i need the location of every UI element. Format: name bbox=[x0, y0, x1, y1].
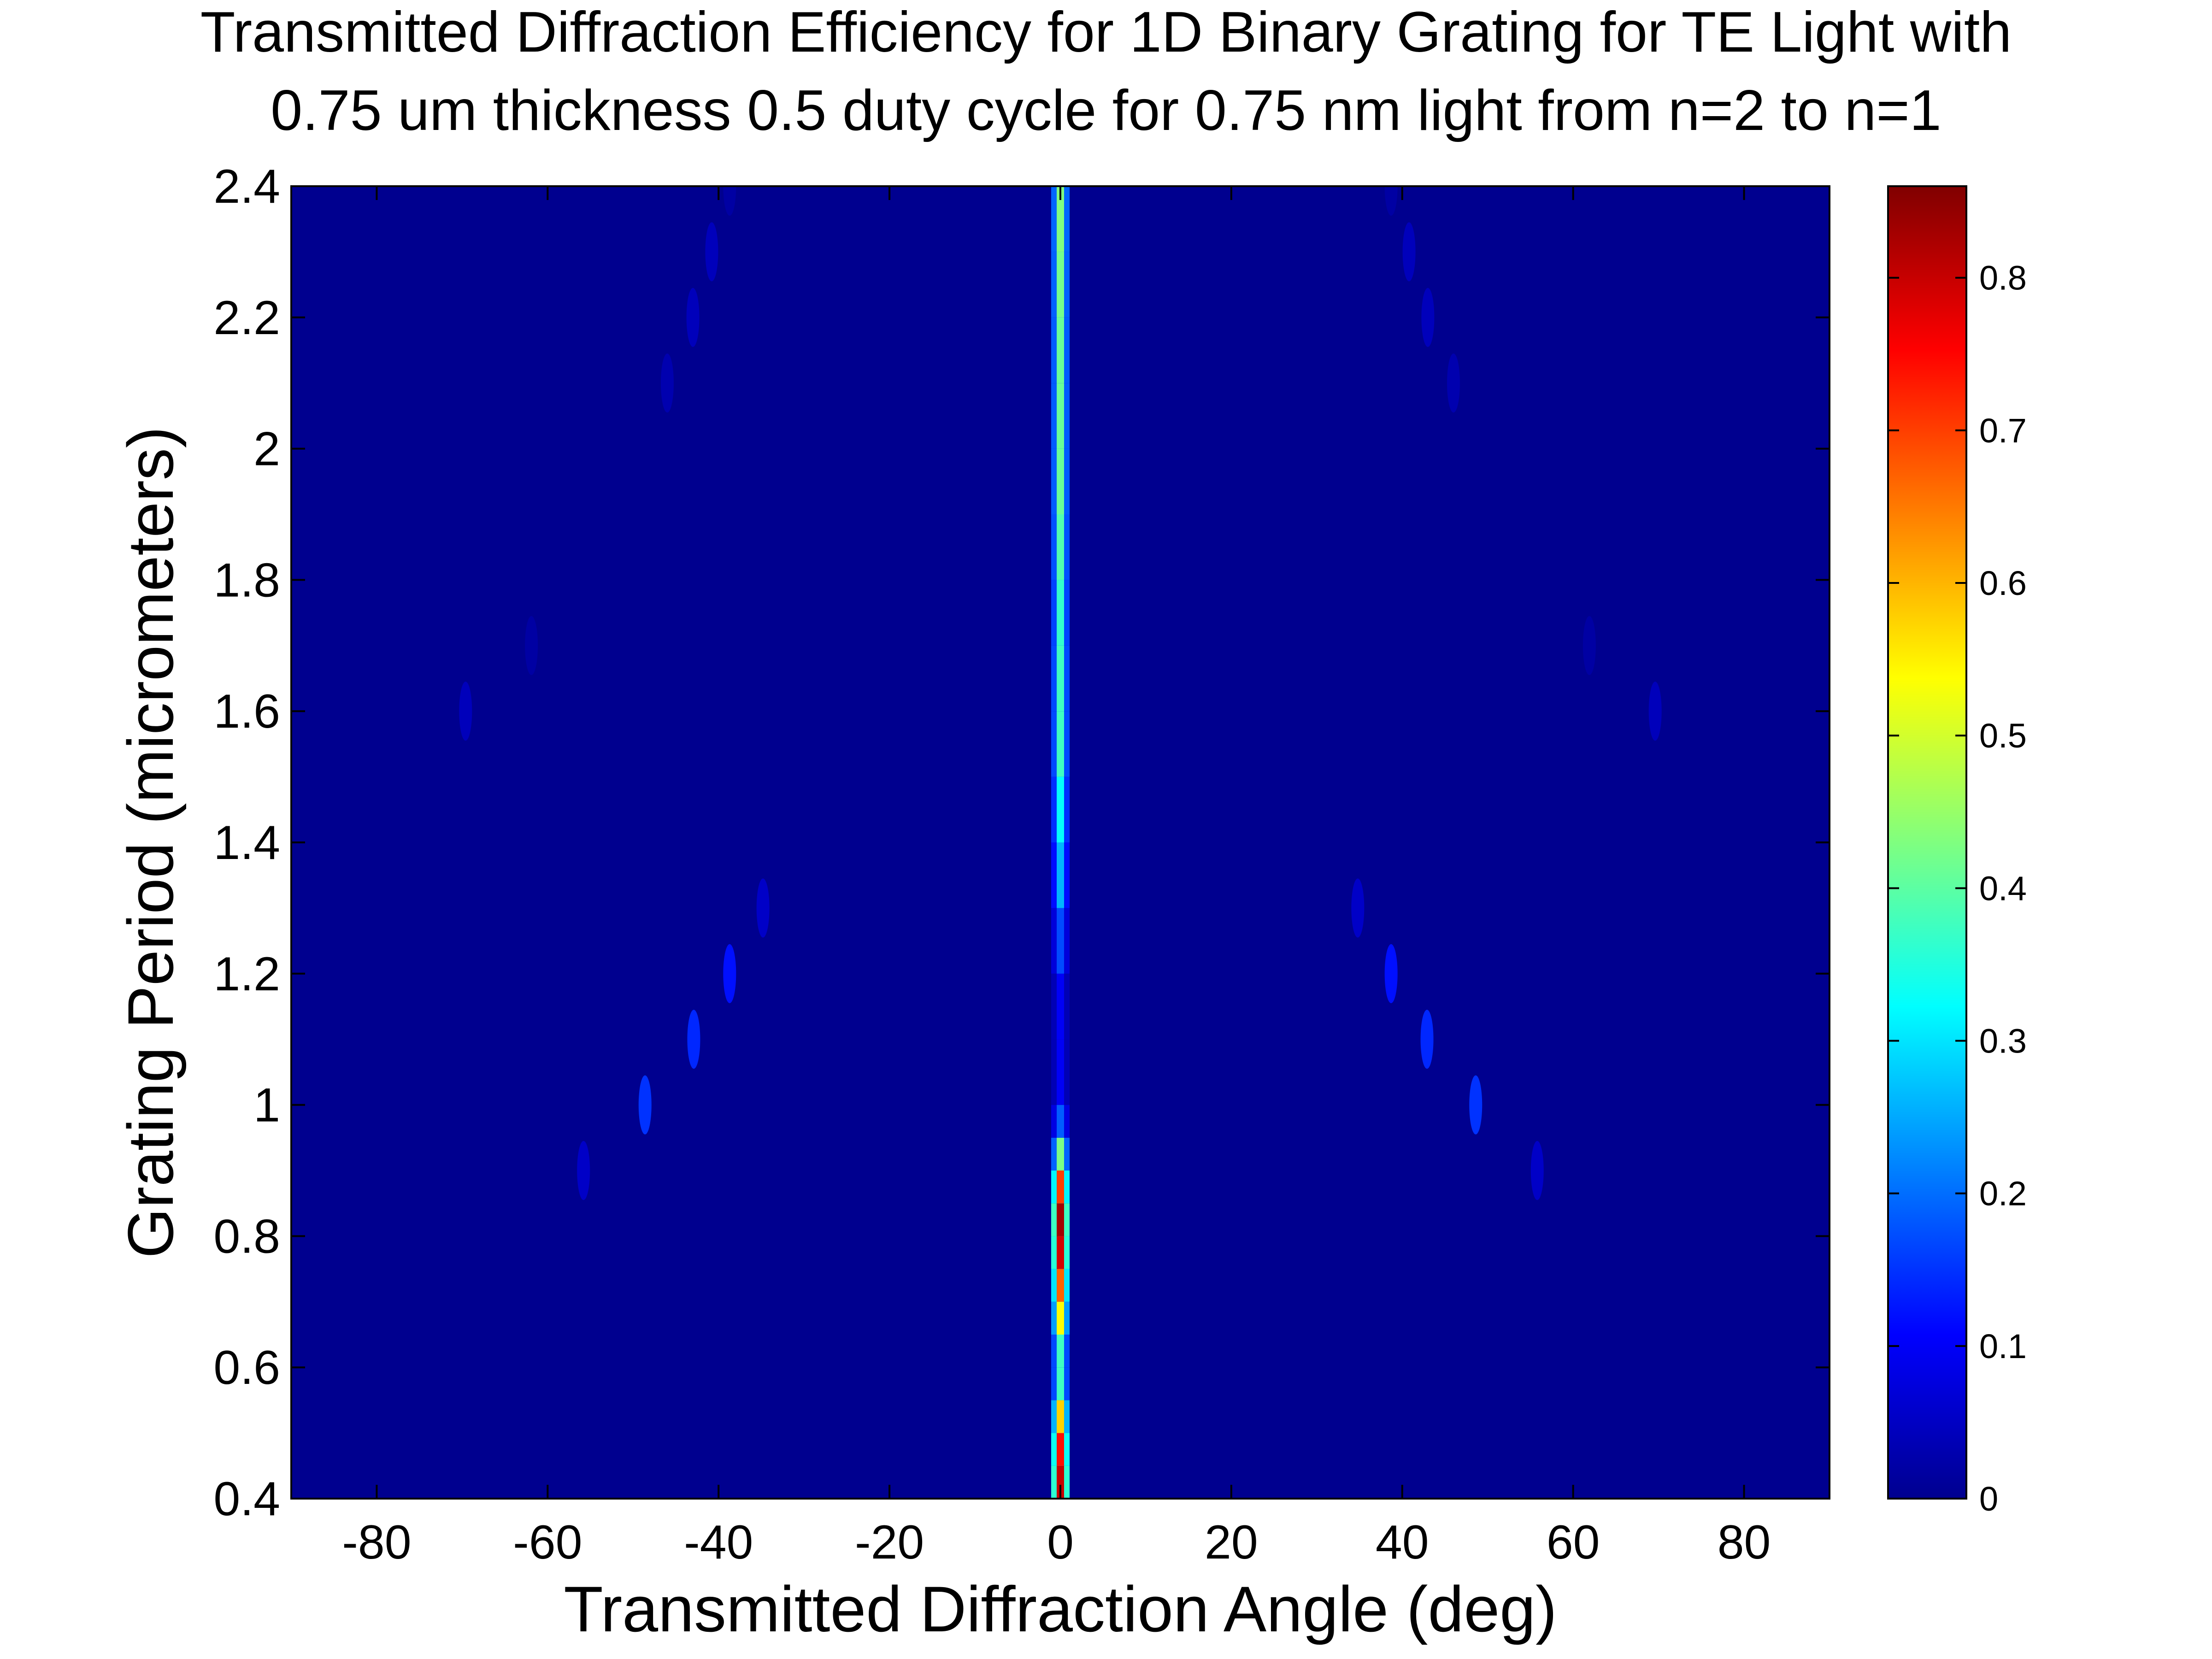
zero-order-segment bbox=[1057, 1301, 1064, 1335]
zero-order-segment bbox=[1057, 777, 1064, 842]
chart-subtitle: 0.75 um thickness 0.5 duty cycle for 0.7… bbox=[271, 79, 1941, 142]
heatmap-spot bbox=[1530, 1141, 1544, 1200]
zero-order-segment bbox=[1057, 1335, 1064, 1368]
heatmap-spot bbox=[459, 682, 472, 741]
heatmap-spot bbox=[687, 1010, 700, 1069]
y-tick-label: 2 bbox=[253, 423, 280, 476]
y-tick-label: 1 bbox=[253, 1079, 280, 1132]
colorbar bbox=[1887, 185, 1967, 1500]
heatmap-spot bbox=[660, 353, 674, 413]
heatmap-spot bbox=[1469, 1075, 1483, 1135]
heatmap-spot bbox=[1583, 616, 1596, 675]
colorbar-ticks: 0 0.1 0.2 0.3 0.4 0.5 0.6 0.7 0.8 bbox=[1888, 259, 2027, 1518]
y-tick-label: 1.2 bbox=[213, 947, 280, 1001]
zero-order-segment bbox=[1057, 1105, 1064, 1138]
colorbar-tick-label: 0 bbox=[1979, 1480, 1998, 1518]
colorbar-tick-label: 0.7 bbox=[1979, 412, 2027, 450]
heatmap-spot bbox=[577, 1141, 590, 1200]
y-tick-label: 1.6 bbox=[213, 685, 280, 738]
zero-order-segment bbox=[1057, 252, 1064, 318]
heatmap-spot bbox=[723, 186, 736, 216]
chart-title: Transmitted Diffraction Efficiency for 1… bbox=[200, 0, 2012, 64]
colorbar-tick-label: 0.6 bbox=[1979, 564, 2027, 602]
zero-order-segment bbox=[1057, 580, 1064, 646]
x-tick-label: 0 bbox=[1047, 1516, 1074, 1569]
zero-order-segment bbox=[1057, 1433, 1064, 1466]
colorbar-tick-label: 0.5 bbox=[1979, 717, 2027, 755]
zero-order-segment bbox=[1057, 383, 1064, 449]
heatmap-spots bbox=[459, 186, 1662, 1200]
heatmap-spot bbox=[1351, 878, 1365, 938]
x-axis-label: Transmitted Diffraction Angle (deg) bbox=[564, 1573, 1557, 1645]
heatmap-spot bbox=[1384, 944, 1398, 1003]
x-tick-label: 40 bbox=[1376, 1516, 1429, 1569]
y-tick-label: 0.6 bbox=[213, 1341, 280, 1394]
y-axis-ticks: 0.4 0.6 0.8 1 1.2 1.4 1.6 1.8 2 2.2 2.4 bbox=[213, 160, 1830, 1526]
colorbar-tick-label: 0.8 bbox=[1979, 259, 2027, 297]
colorbar-tick-label: 0.4 bbox=[1979, 869, 2027, 907]
y-tick-label: 1.8 bbox=[213, 553, 280, 607]
colorbar-tick-label: 0.1 bbox=[1979, 1327, 2027, 1365]
zero-order-segment bbox=[1057, 317, 1064, 383]
zero-order-segment bbox=[1057, 1367, 1064, 1400]
heatmap-spot bbox=[1421, 288, 1435, 347]
x-tick-label: -20 bbox=[855, 1516, 924, 1569]
heatmap-spot bbox=[705, 222, 718, 282]
zero-order-segment bbox=[1057, 514, 1064, 580]
zero-order-segment bbox=[1057, 645, 1064, 712]
colorbar-tick-label: 0.2 bbox=[1979, 1175, 2027, 1213]
y-tick-label: 0.4 bbox=[213, 1472, 280, 1526]
heatmap-spot bbox=[1402, 222, 1416, 282]
y-axis-label: Grating Period (micrometers) bbox=[114, 427, 187, 1259]
heatmap-spot bbox=[1648, 682, 1662, 741]
zero-order-segment bbox=[1057, 1465, 1064, 1499]
zero-order-segment bbox=[1057, 1137, 1064, 1171]
heatmap-spot bbox=[638, 1075, 652, 1135]
x-tick-label: -60 bbox=[513, 1516, 582, 1569]
zero-order-segment bbox=[1057, 842, 1064, 908]
x-tick-label: 20 bbox=[1205, 1516, 1258, 1569]
y-tick-label: 1.4 bbox=[213, 816, 280, 870]
zero-order-segment bbox=[1057, 1400, 1064, 1433]
heatmap-spot bbox=[756, 878, 770, 938]
y-tick-label: 2.4 bbox=[213, 160, 280, 213]
y-tick-label: 2.2 bbox=[213, 291, 280, 345]
heatmap-spot bbox=[1420, 1010, 1434, 1069]
heatmap-spot bbox=[686, 288, 700, 347]
zero-order-segment bbox=[1057, 711, 1064, 777]
x-tick-label: 80 bbox=[1718, 1516, 1771, 1569]
x-tick-label: -40 bbox=[684, 1516, 753, 1569]
zero-order-segment bbox=[1057, 448, 1064, 514]
zero-order-segment bbox=[1057, 973, 1064, 1040]
heatmap-spot bbox=[1384, 186, 1398, 216]
zero-order-segment bbox=[1057, 1039, 1064, 1105]
y-tick-label: 0.8 bbox=[213, 1210, 280, 1263]
heatmap-spot bbox=[1447, 353, 1460, 413]
zero-order-segment bbox=[1057, 1236, 1064, 1269]
heatmap-spot bbox=[525, 616, 538, 675]
heatmap-spot bbox=[723, 944, 736, 1003]
x-axis-ticks: -80 -60 -40 -20 0 20 40 60 80 bbox=[342, 186, 1771, 1569]
zero-order-segment bbox=[1057, 186, 1064, 252]
zero-order-segment bbox=[1057, 908, 1064, 974]
zero-order-segment bbox=[1057, 1171, 1064, 1204]
zero-order-segment bbox=[1057, 1203, 1064, 1236]
x-tick-label: -80 bbox=[342, 1516, 411, 1569]
colorbar-tick-label: 0.3 bbox=[1979, 1022, 2027, 1060]
zero-order-band bbox=[1051, 186, 1070, 1499]
x-tick-label: 60 bbox=[1547, 1516, 1600, 1569]
zero-order-segment bbox=[1057, 1269, 1064, 1302]
